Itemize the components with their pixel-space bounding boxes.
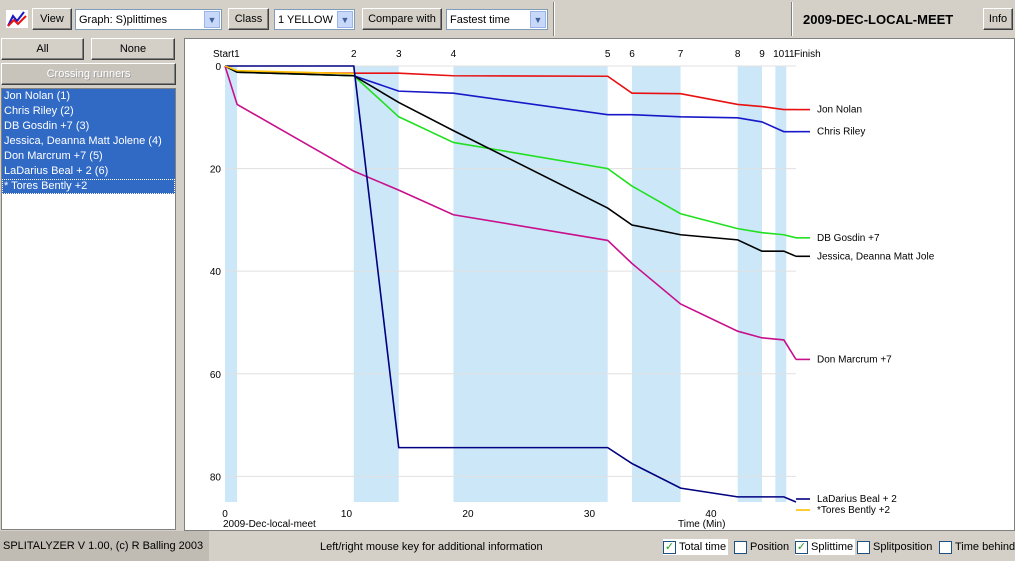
checkbox-empty-icon <box>857 540 870 554</box>
control-label: 1011 <box>773 49 795 60</box>
graph-type-select[interactable]: Graph: S)plittimes ▼ <box>75 9 222 30</box>
toolbar: View Graph: S)plittimes ▼ Class 1 YELLOW… <box>0 0 1015 38</box>
checkbox-empty-icon <box>939 540 952 554</box>
runner-end-label: LaDarius Beal + 2 <box>817 494 897 505</box>
runner-end-label: Don Marcrum +7 <box>817 354 892 365</box>
control-label: 7 <box>678 49 684 60</box>
splitposition-label: Splitposition <box>873 541 933 553</box>
x-tick-label: 40 <box>705 509 717 520</box>
position-checkbox[interactable]: Position <box>734 539 789 555</box>
runner-end-label: Jessica, Deanna Matt Jole <box>817 251 935 262</box>
y-tick-label: 40 <box>210 267 222 278</box>
control-label: 5 <box>605 49 611 60</box>
splittime-label: Splittime <box>811 541 854 553</box>
x-tick-label: 30 <box>584 509 596 520</box>
select-none-button[interactable]: None <box>91 38 175 60</box>
view-button[interactable]: View <box>32 8 72 30</box>
checkmark-icon: ✓ <box>795 540 808 554</box>
runner-list-item[interactable]: Jon Nolan (1) <box>2 89 175 104</box>
total-time-checkbox[interactable]: ✓ Total time <box>663 539 729 555</box>
runner-list-item[interactable]: * Tores Bently +2 <box>2 179 175 194</box>
class-button[interactable]: Class <box>228 8 269 30</box>
control-label: 2 <box>351 49 357 60</box>
control-band <box>775 66 787 502</box>
chevron-down-icon[interactable]: ▼ <box>530 11 546 28</box>
position-label: Position <box>750 541 790 553</box>
compare-with-button[interactable]: Compare with <box>362 8 442 30</box>
control-label: Finish <box>794 49 821 60</box>
hint-text: Left/right mouse key for additional info… <box>320 541 543 553</box>
control-band <box>453 66 608 502</box>
status-bar: SPLITALYZER V 1.00, (c) R Balling 2003 L… <box>0 531 1015 561</box>
x-axis-label: Time (Min) <box>678 519 725 530</box>
runner-end-label: *Tores Bently +2 <box>817 505 891 516</box>
chevron-down-icon[interactable]: ▼ <box>204 11 220 28</box>
graph-panel[interactable]: Start1 2 3 4 5 6 7 8 9 1011 Finish 0 20 40 60 80 0 10 20… <box>184 38 1015 531</box>
meet-title: 2009-DEC-LOCAL-MEET <box>803 12 954 27</box>
splittime-chart[interactable]: Start1 2 3 4 5 6 7 8 9 1011 Finish 0 20 40 60 80 0 10 20… <box>185 39 1014 530</box>
splitalyzer-logo-icon <box>6 10 28 28</box>
runner-line[interactable] <box>225 65 797 503</box>
graph-type-value: Graph: S)plittimes <box>79 13 168 26</box>
event-label: 2009-Dec-local-meet <box>223 519 316 530</box>
control-label: 4 <box>451 49 457 60</box>
control-label: 6 <box>629 49 635 60</box>
runner-list-item[interactable]: LaDarius Beal + 2 (6) <box>2 164 175 179</box>
runner-end-label: DB Gosdin +7 <box>817 233 880 244</box>
control-band <box>225 66 238 502</box>
class-select[interactable]: 1 YELLOW ▼ <box>274 9 355 30</box>
y-axis-ticks: 0 20 40 60 80 <box>210 62 222 483</box>
toolbar-divider <box>553 2 555 36</box>
crossing-runners-button[interactable]: Crossing runners <box>1 63 176 85</box>
runner-list-item[interactable]: DB Gosdin +7 (3) <box>2 119 175 134</box>
runner-end-label: Chris Riley <box>817 127 865 138</box>
runner-list-item[interactable]: Jessica, Deanna Matt Jolene (4) <box>2 134 175 149</box>
compare-value: Fastest time <box>450 13 510 26</box>
select-all-button[interactable]: All <box>1 38 84 60</box>
x-tick-label: 10 <box>341 509 353 520</box>
y-tick-label: 20 <box>210 165 222 176</box>
runner-line[interactable] <box>224 65 354 75</box>
compare-select[interactable]: Fastest time ▼ <box>446 9 548 30</box>
class-value: 1 YELLOW <box>278 13 333 26</box>
y-tick-label: 0 <box>215 62 221 73</box>
control-label: 8 <box>735 49 741 60</box>
x-axis-ticks: 0 10 20 30 40 <box>222 509 717 520</box>
x-tick-label: 20 <box>462 509 474 520</box>
runner-labels: Jon Nolan Chris Riley DB Gosdin +7 Jessica,… <box>796 105 935 516</box>
total-time-label: Total time <box>679 541 727 553</box>
time-behind-label: Time behind <box>955 541 1015 553</box>
control-bands <box>225 66 787 502</box>
runner-list-item[interactable]: Chris Riley (2) <box>2 104 175 119</box>
control-band <box>737 66 762 502</box>
version-label: SPLITALYZER V 1.00, (c) R Balling 2003 <box>0 531 209 561</box>
runner-list-item[interactable]: Don Marcrum +7 (5) <box>2 149 175 164</box>
x-tick-label: 0 <box>222 509 228 520</box>
time-behind-checkbox[interactable]: Time behind <box>939 539 1015 555</box>
runner-lines[interactable] <box>224 65 797 503</box>
control-labels: Start1 2 3 4 5 6 7 8 9 1011 Finish <box>213 49 821 60</box>
splitposition-checkbox[interactable]: Splitposition <box>857 539 932 555</box>
control-label: 3 <box>396 49 402 60</box>
runner-line[interactable] <box>224 65 797 258</box>
control-label: Start1 <box>213 49 240 60</box>
checkmark-icon: ✓ <box>663 540 676 554</box>
y-tick-label: 60 <box>210 370 222 381</box>
chevron-down-icon[interactable]: ▼ <box>337 11 353 28</box>
checkbox-empty-icon <box>734 540 747 554</box>
info-button[interactable]: Info <box>983 8 1013 30</box>
runner-list[interactable]: Jon Nolan (1) Chris Riley (2) DB Gosdin … <box>1 88 176 530</box>
toolbar-divider <box>791 2 793 36</box>
y-tick-label: 80 <box>210 472 222 483</box>
runner-end-label: Jon Nolan <box>817 105 862 116</box>
splittime-checkbox[interactable]: ✓ Splittime <box>795 539 856 555</box>
control-label: 9 <box>759 49 765 60</box>
control-band <box>353 66 399 502</box>
runner-line[interactable] <box>224 65 797 360</box>
